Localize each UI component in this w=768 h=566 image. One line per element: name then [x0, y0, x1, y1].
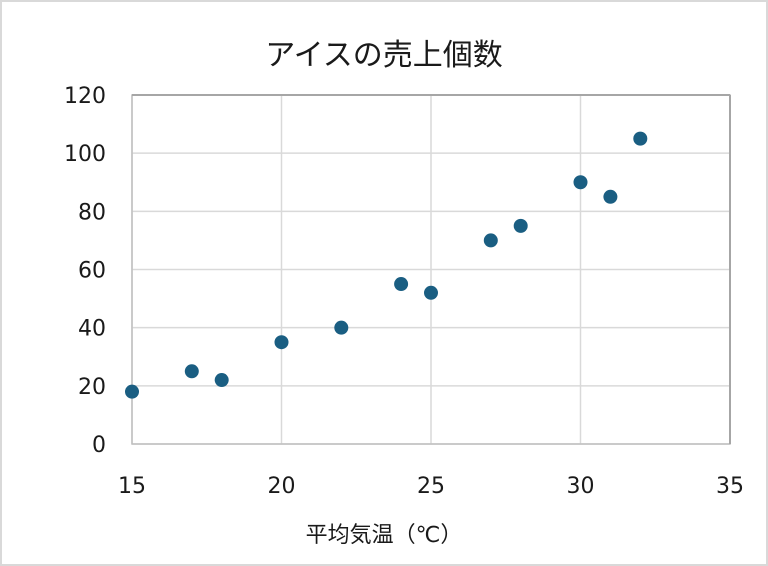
x-axis-label: 平均気温（℃） [305, 523, 463, 548]
data-point [274, 335, 289, 350]
x-axis-ticks: 15 20 25 30 35 [118, 474, 744, 499]
x-tick-label: 35 [716, 474, 744, 499]
x-tick-label: 30 [567, 474, 595, 499]
gridlines [131, 94, 731, 445]
x-tick-label: 15 [118, 474, 146, 499]
y-tick-label: 0 [92, 433, 106, 458]
y-tick-label: 20 [78, 375, 106, 400]
data-point [334, 320, 349, 335]
y-tick-label: 40 [78, 317, 106, 342]
y-axis-ticks: 0 20 40 60 80 100 120 [64, 84, 106, 458]
data-point [394, 277, 409, 292]
data-point [125, 384, 139, 399]
data-point [424, 285, 438, 300]
y-tick-label: 120 [64, 84, 106, 109]
data-point [603, 189, 618, 204]
x-tick-label: 20 [268, 474, 296, 499]
data-point [214, 373, 229, 388]
x-tick-label: 25 [417, 474, 445, 499]
data-point [573, 175, 588, 190]
data-point [513, 218, 528, 233]
data-point [483, 233, 498, 248]
y-tick-label: 60 [78, 259, 106, 284]
y-tick-label: 80 [78, 200, 106, 225]
y-tick-label: 100 [64, 142, 106, 167]
data-point [633, 131, 648, 146]
data-points [125, 131, 648, 399]
plot-area-border [131, 94, 731, 445]
chart-title: アイスの売上個数 [265, 38, 503, 73]
data-point [184, 364, 199, 379]
